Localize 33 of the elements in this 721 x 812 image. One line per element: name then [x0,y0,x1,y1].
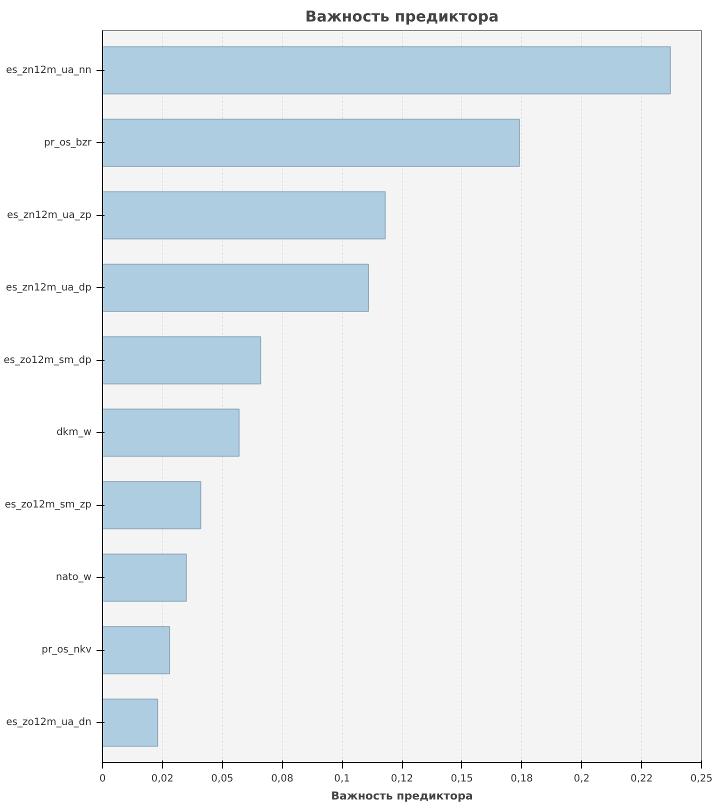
y-tick-label: pr_os_bzr [44,137,92,148]
bar [102,698,158,747]
bar [102,481,202,530]
x-tick-label: 0,02 [151,774,174,784]
bar [102,626,170,674]
x-tick-label: 0,25 [690,774,713,784]
x-tick-label: 0,08 [271,774,294,784]
x-tick-label: 0,15 [450,774,474,784]
bar [102,264,369,312]
x-axis-title: Важность предиктора [331,790,473,802]
x-tick-label: 0 [99,774,106,784]
bar [102,554,187,602]
y-tick-label: es_zn12m_ua_nn [6,64,92,76]
bar [102,118,520,167]
y-tick-label: es_zo12m_ua_dn [6,717,92,728]
x-tick-label: 0,18 [510,774,533,784]
y-tick-label: dkm_w [56,427,92,438]
bar [102,336,262,384]
y-tick-label: es_zn12m_ua_zp [7,210,92,221]
bar [102,46,671,94]
x-tick-label: 0,12 [390,774,414,784]
x-tick-label: 0,2 [574,774,590,784]
y-tick-label: es_zn12m_ua_dp [6,282,92,294]
x-tick-label: 0,05 [211,774,234,784]
y-tick-label: es_zo12m_sm_dp [4,354,92,366]
bar [102,408,240,457]
x-tick-label: 0,22 [630,774,653,784]
chart-title: Важность предиктора [305,8,499,26]
y-tick-label: nato_w [56,572,92,584]
y-tick-label: pr_os_nkv [42,644,92,656]
y-tick-label: es_zo12m_sm_zp [4,500,92,511]
x-tick-label: 0,1 [334,774,350,784]
bar [102,191,386,240]
